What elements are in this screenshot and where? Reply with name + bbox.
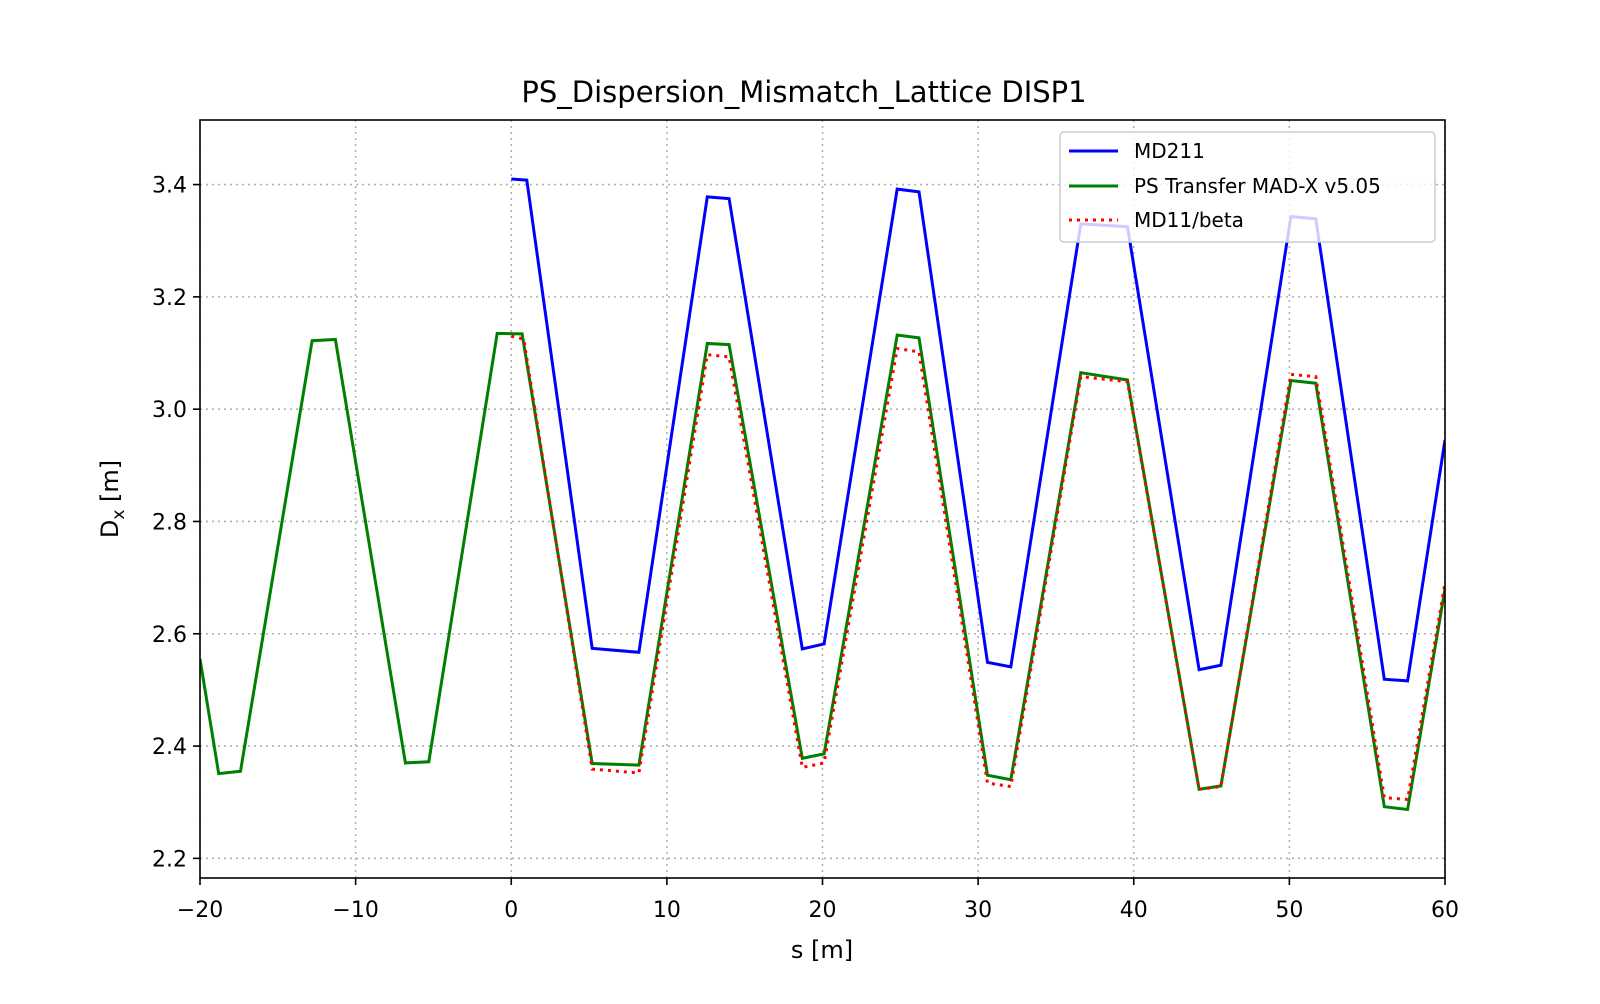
x-tick-label: 40 [1120,898,1148,923]
x-tick-label: 10 [653,898,681,923]
legend-box [1059,131,1436,243]
legend-label-ps-transfer: PS Transfer MAD-X v5.05 [1134,174,1381,198]
x-tick-label: 20 [809,898,837,923]
y-tick-label: 2.4 [152,735,187,760]
y-tick-label: 3.2 [152,286,187,311]
x-tick-label: −20 [177,898,223,923]
x-axis-label: s [m] [791,936,853,964]
x-tick-label: 0 [504,898,518,923]
y-axis-label: Dx [m] [96,460,129,538]
y-axis-label-unit: [m] [96,460,124,510]
chart-title: PS_Dispersion_Mismatch_Lattice DISP1 [521,75,1086,109]
legend-label-md211: MD211 [1134,139,1205,163]
y-tick-label: 2.6 [152,623,187,648]
y-tick-label: 2.8 [152,510,187,535]
series-line-ps-transfer [200,331,1445,812]
x-tick-label: −10 [332,898,378,923]
y-axis-label-main: D [96,520,124,538]
legend: MD211 PS Transfer MAD-X v5.05 MD11/beta [1059,131,1436,243]
x-tick-label: 30 [964,898,992,923]
axis-ticks: −20 −10 0 10 20 30 40 50 60 2.2 2.4 2.6 2.8 3.0 3.2 3.4 [152,174,1459,923]
x-tick-label: 50 [1275,898,1303,923]
legend-label-md11-beta: MD11/beta [1134,208,1244,232]
x-tick-label: 60 [1431,898,1459,923]
series-line-md11-beta [510,334,1445,801]
y-tick-label: 3.0 [152,398,187,423]
y-axis-label-subscript: x [109,510,129,520]
y-tick-label: 2.2 [152,847,187,872]
y-tick-label: 3.4 [152,174,187,199]
